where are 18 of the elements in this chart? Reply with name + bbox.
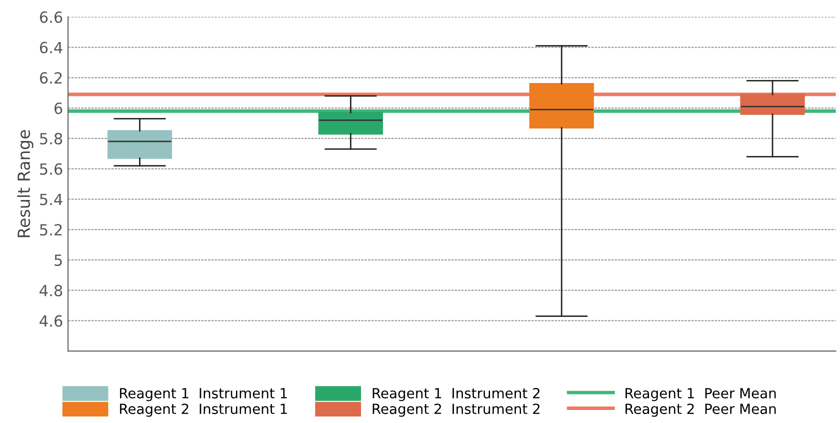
y-tick-label: 6 — [54, 102, 62, 114]
legend-label: Reagent 1 Peer Mean — [626, 388, 776, 402]
legend-label: Reagent 1 Instrument 1 — [120, 388, 287, 402]
y-tick-label: 4.6 — [40, 315, 62, 327]
y-tick-label: 5 — [54, 254, 62, 266]
legend-label: Reagent 1 Instrument 2 — [372, 388, 540, 402]
y-tick-label: 6.2 — [40, 72, 62, 84]
y-tick-label: 5.2 — [40, 224, 62, 236]
y-tick-label: 4.8 — [40, 284, 62, 296]
y-tick-label: 5.8 — [40, 132, 62, 144]
legend-label: Reagent 2 Instrument 1 — [120, 404, 287, 417]
y-tick-label: 5.6 — [40, 163, 62, 175]
y-tick-label: 5.4 — [40, 194, 62, 206]
y-axis-title: Result Range — [17, 130, 34, 238]
legend-label: Reagent 2 Instrument 2 — [372, 404, 540, 417]
y-tick-label: 6.6 — [40, 11, 62, 23]
y-tick-label: 6.4 — [40, 42, 62, 54]
legend-label: Reagent 2 Peer Mean — [626, 404, 776, 417]
